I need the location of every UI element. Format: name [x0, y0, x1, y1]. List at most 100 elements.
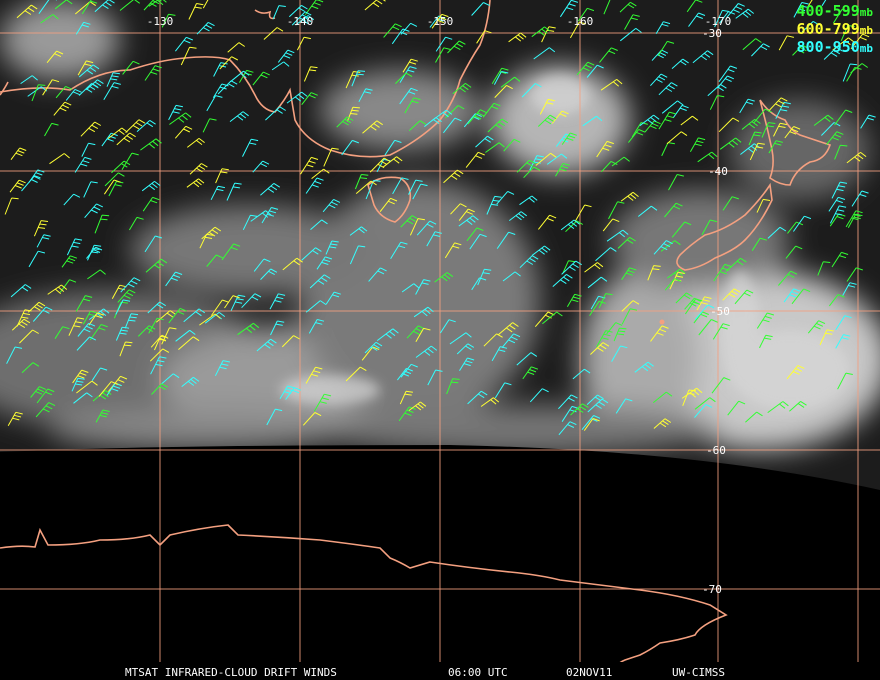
wind-barb: [502, 271, 521, 282]
wind-barb: [661, 142, 675, 157]
wind-barb: [35, 402, 56, 418]
wind-barb: [761, 122, 776, 138]
wind-barb: [742, 38, 762, 51]
wind-barb: [250, 210, 272, 222]
wind-barb: [397, 367, 413, 381]
wind-barb: [94, 0, 115, 13]
wind-barb: [28, 169, 45, 183]
wind-barb: [533, 47, 556, 60]
wind-barb: [313, 393, 332, 412]
wind-barb: [253, 258, 271, 272]
wind-barb: [449, 332, 472, 345]
wind-barb: [364, 0, 386, 11]
wind-barbs: [4, 0, 876, 436]
wind-barb: [174, 125, 193, 139]
wind-barb: [7, 411, 23, 426]
wind-barb: [120, 277, 141, 293]
footer-time: 06:00 UTC: [448, 666, 508, 679]
wind-barb: [399, 87, 418, 105]
wind-barb: [817, 261, 831, 276]
wind-barb: [355, 180, 377, 194]
wind-barb: [688, 12, 706, 27]
wind-barb: [819, 329, 834, 346]
wind-barb: [494, 84, 513, 98]
wind-barb: [555, 163, 570, 177]
latitude-label: -50: [710, 305, 730, 318]
wind-barb: [155, 310, 177, 323]
wind-barb: [31, 84, 46, 102]
wind-barb: [53, 101, 72, 116]
wind-barb: [65, 88, 82, 101]
wind-barb: [516, 352, 538, 366]
wind-barb: [242, 138, 259, 157]
wind-barb: [741, 118, 761, 130]
wind-barb: [308, 319, 325, 334]
wind-barb: [98, 381, 118, 397]
wind-barb: [583, 418, 600, 431]
wind-barb: [831, 251, 849, 268]
wind-barb: [175, 329, 196, 342]
wind-barb: [154, 335, 168, 351]
wind-barb: [717, 75, 735, 89]
wind-barb: [846, 152, 867, 164]
wind-barb: [598, 293, 613, 309]
wind-barb: [669, 271, 685, 290]
wind-barb: [364, 341, 383, 354]
wind-barb: [569, 21, 587, 39]
wind-barb: [601, 160, 618, 173]
wind-barb: [408, 120, 427, 131]
wind-barb: [653, 418, 672, 429]
wind-barb: [408, 401, 427, 411]
wind-barb: [619, 27, 642, 42]
wind-barb: [38, 0, 57, 14]
wind-barb: [147, 301, 166, 314]
wind-barb: [61, 255, 78, 268]
wind-barb: [784, 126, 801, 139]
wind-barb: [270, 320, 285, 336]
wind-barb: [756, 312, 775, 329]
wind-barb: [821, 122, 841, 136]
wind-barb: [219, 56, 239, 70]
wind-barb: [161, 13, 176, 28]
wind-barb: [116, 132, 136, 146]
longitude-label: -130: [147, 15, 174, 28]
wind-barb: [46, 50, 64, 64]
wind-barb: [128, 216, 144, 231]
latitude-label: -70: [702, 583, 722, 596]
wind-barb: [76, 380, 98, 394]
wind-barb: [33, 220, 49, 237]
wind-barb: [140, 138, 162, 151]
wind-barb: [75, 21, 91, 35]
longitude-label: -150: [427, 15, 454, 28]
wind-barb: [475, 135, 494, 148]
legend-range: 400-599: [797, 2, 860, 20]
wind-barb: [813, 114, 834, 126]
wind-barb: [349, 245, 366, 265]
wind-barb: [653, 240, 673, 255]
wind-barb: [701, 219, 718, 236]
wind-barb: [186, 138, 205, 148]
wind-barb: [142, 196, 160, 212]
wind-barb: [476, 30, 492, 44]
wind-barb: [71, 377, 85, 392]
wind-barb: [452, 82, 472, 95]
wind-barb: [384, 139, 402, 156]
wind-barb: [303, 66, 318, 82]
wind-barb: [161, 327, 177, 345]
wind-barb: [224, 295, 240, 309]
wind-barb: [144, 235, 163, 253]
wind-barb: [300, 156, 319, 175]
australia-coast: [0, 0, 491, 158]
wind-barb: [189, 163, 208, 175]
latitude-label: -40: [708, 165, 728, 178]
wind-barb: [78, 64, 100, 78]
wind-barb: [241, 293, 262, 309]
wind-barb: [519, 255, 539, 269]
wind-barb: [491, 346, 508, 362]
wind-barb: [745, 411, 763, 423]
antarctica-coast: [0, 524, 728, 680]
wind-barb: [144, 65, 162, 81]
wind-barb: [471, 277, 487, 291]
wind-barb: [391, 28, 410, 45]
wind-barb: [846, 67, 862, 82]
